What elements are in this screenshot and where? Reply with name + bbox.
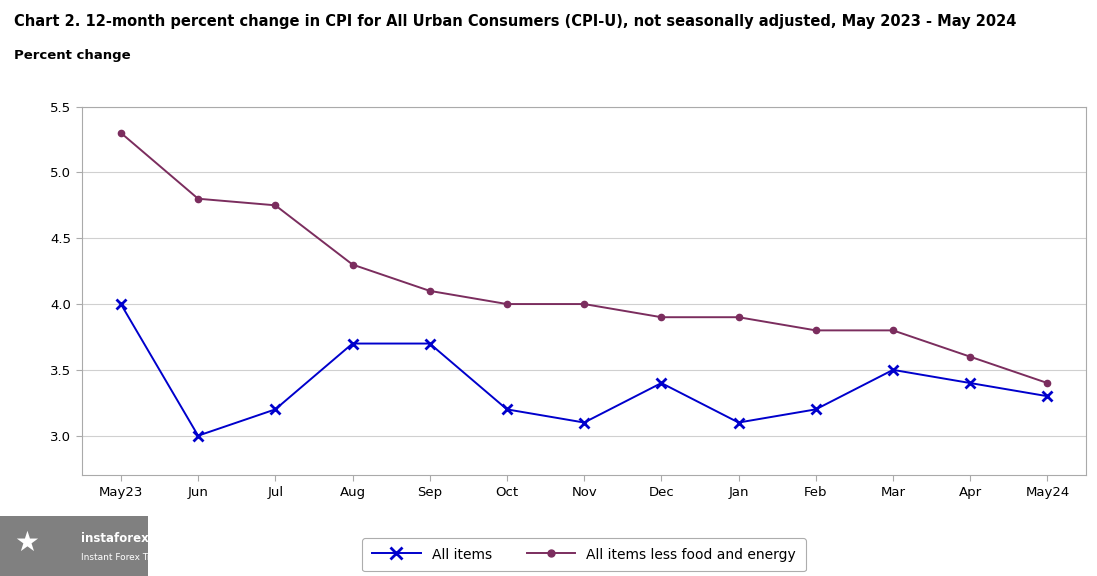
Text: instaforex: instaforex (81, 532, 149, 545)
Legend: All items, All items less food and energy: All items, All items less food and energ… (362, 538, 806, 571)
Text: Instant Forex Trading: Instant Forex Trading (81, 554, 177, 562)
Text: ★: ★ (14, 529, 39, 557)
Text: Percent change: Percent change (14, 49, 131, 62)
Text: Chart 2. 12-month percent change in CPI for All Urban Consumers (CPI-U), not sea: Chart 2. 12-month percent change in CPI … (14, 14, 1017, 29)
